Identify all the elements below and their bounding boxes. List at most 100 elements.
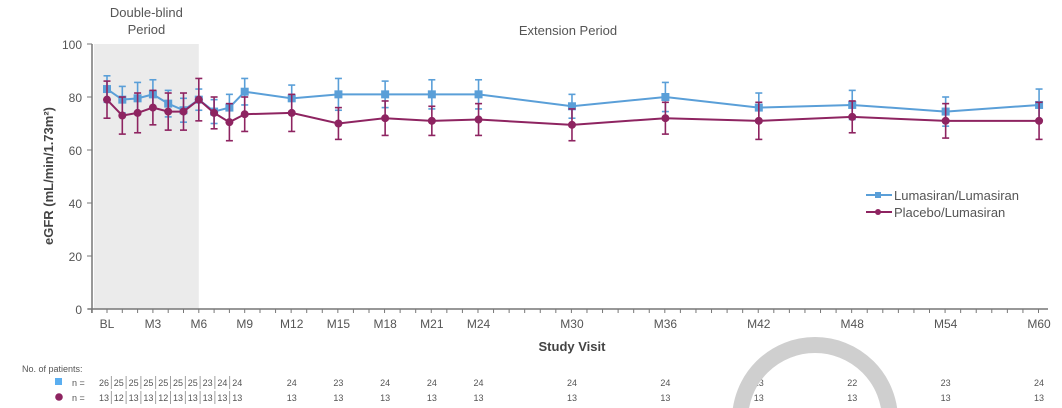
n-count: 12: [114, 393, 124, 403]
n-count: 24: [474, 378, 484, 388]
n-count: 23: [203, 378, 213, 388]
x-tick-label: M15: [327, 317, 351, 331]
data-point-circle: [194, 95, 203, 104]
n-count: 13: [380, 393, 390, 403]
data-point-circle: [118, 111, 127, 120]
n-count: 25: [129, 378, 139, 388]
period-labels: Double-blind Period Extension Period: [110, 5, 617, 38]
double-blind-label-line1: Double-blind: [110, 5, 183, 20]
x-axis: BL M3 M6 M9 M12 M15 M18 M21 M24 M30 M36 M42 M48 M54 M6…: [88, 308, 1051, 331]
data-point-circle: [287, 108, 296, 117]
n-count: 24: [567, 378, 577, 388]
data-point-circle: [225, 118, 234, 127]
n-count: 13: [143, 393, 153, 403]
data-point-circle: [240, 110, 249, 119]
n-count: 24: [287, 378, 297, 388]
extension-period-label: Extension Period: [519, 23, 617, 38]
data-point-circle: [103, 95, 111, 104]
data-point-circle: [1035, 116, 1044, 125]
n-count: 13: [217, 393, 227, 403]
n-count: 13: [941, 393, 951, 403]
data-point-circle: [567, 120, 576, 129]
data-point-circle: [941, 116, 950, 125]
legend-label: Lumasiran/Lumasiran: [894, 188, 1019, 203]
n-count: 24: [1034, 378, 1044, 388]
data-point-circle: [148, 103, 157, 112]
data-point-circle: [334, 119, 343, 128]
data-point-circle: [210, 108, 219, 117]
y-tick-label: 100: [62, 38, 82, 52]
n-count: 23: [941, 378, 951, 388]
table-square-icon: [55, 378, 62, 385]
x-tick-label: M21: [420, 317, 444, 331]
data-point-circle: [133, 108, 142, 117]
n-count: 13: [474, 393, 484, 403]
legend-square-icon: [875, 192, 881, 198]
n-count: 13: [333, 393, 343, 403]
x-tick-label: M9: [236, 317, 253, 331]
x-tick-label: M36: [654, 317, 678, 331]
n-count: 24: [232, 378, 242, 388]
n-count: 25: [158, 378, 168, 388]
x-tick-label: M18: [373, 317, 397, 331]
x-tick-label: M60: [1027, 317, 1051, 331]
data-point-circle: [848, 112, 857, 121]
n-count: 13: [99, 393, 109, 403]
n-count: 13: [567, 393, 577, 403]
data-point-square: [661, 93, 670, 101]
n-count: 12: [158, 393, 168, 403]
y-tick-label: 40: [69, 197, 83, 211]
n-count: 25: [188, 378, 198, 388]
y-axis-title: eGFR (mL/min/1.73m²): [41, 107, 56, 245]
n-count: 25: [173, 378, 183, 388]
x-tick-label: M54: [934, 317, 958, 331]
y-axis: 0 20 40 60 80 100: [62, 38, 93, 317]
n-count: 13: [203, 393, 213, 403]
y-tick-label: 80: [69, 91, 83, 105]
series-layer: [103, 75, 1044, 142]
n-count: 24: [660, 378, 670, 388]
n-count: 13: [660, 393, 670, 403]
n-count: 25: [114, 378, 124, 388]
x-tick-label: BL: [100, 317, 115, 331]
legend: Lumasiran/Lumasiran Placebo/Lumasiran: [866, 188, 1019, 220]
n-count: 13: [188, 393, 198, 403]
n-count: 13: [232, 393, 242, 403]
data-point-circle: [427, 116, 436, 125]
series-placebo-lumasiran: [103, 77, 1044, 142]
n-count: 13: [173, 393, 183, 403]
n-count: 24: [380, 378, 390, 388]
data-point-circle: [754, 116, 763, 125]
x-tick-label: M12: [280, 317, 304, 331]
n-count: 13: [287, 393, 297, 403]
y-tick-label: 60: [69, 144, 83, 158]
legend-item: Lumasiran/Lumasiran: [866, 188, 1019, 203]
x-tick-label: M48: [841, 317, 865, 331]
n-count: 22: [847, 378, 857, 388]
n-count: 13: [754, 393, 764, 403]
n-count: 24: [217, 378, 227, 388]
x-tick-label: M30: [560, 317, 584, 331]
n-count: 24: [427, 378, 437, 388]
n-label: n =: [72, 378, 85, 388]
x-tick-label: M6: [190, 317, 207, 331]
n-count: 23: [333, 378, 343, 388]
data-point-square: [334, 90, 343, 99]
n-count: 13: [1034, 393, 1044, 403]
legend-item: Placebo/Lumasiran: [866, 205, 1005, 220]
n-count: 13: [847, 393, 857, 403]
patients-table: No. of patients: n = 26 25 25 25 25 25 25 23 24 24 2…: [22, 364, 1044, 404]
data-point-square: [240, 87, 249, 96]
patients-table-title: No. of patients:: [22, 364, 83, 374]
loading-arc-overlay: [732, 337, 898, 408]
data-point-circle: [381, 114, 390, 123]
x-axis-title: Study Visit: [539, 339, 607, 354]
data-point-circle: [474, 115, 483, 124]
data-point-square: [567, 102, 576, 111]
data-point-circle: [179, 107, 188, 116]
data-point-square: [474, 90, 483, 99]
x-tick-label: M3: [145, 317, 162, 331]
n-count: 13: [129, 393, 139, 403]
n-count: 26: [99, 378, 109, 388]
